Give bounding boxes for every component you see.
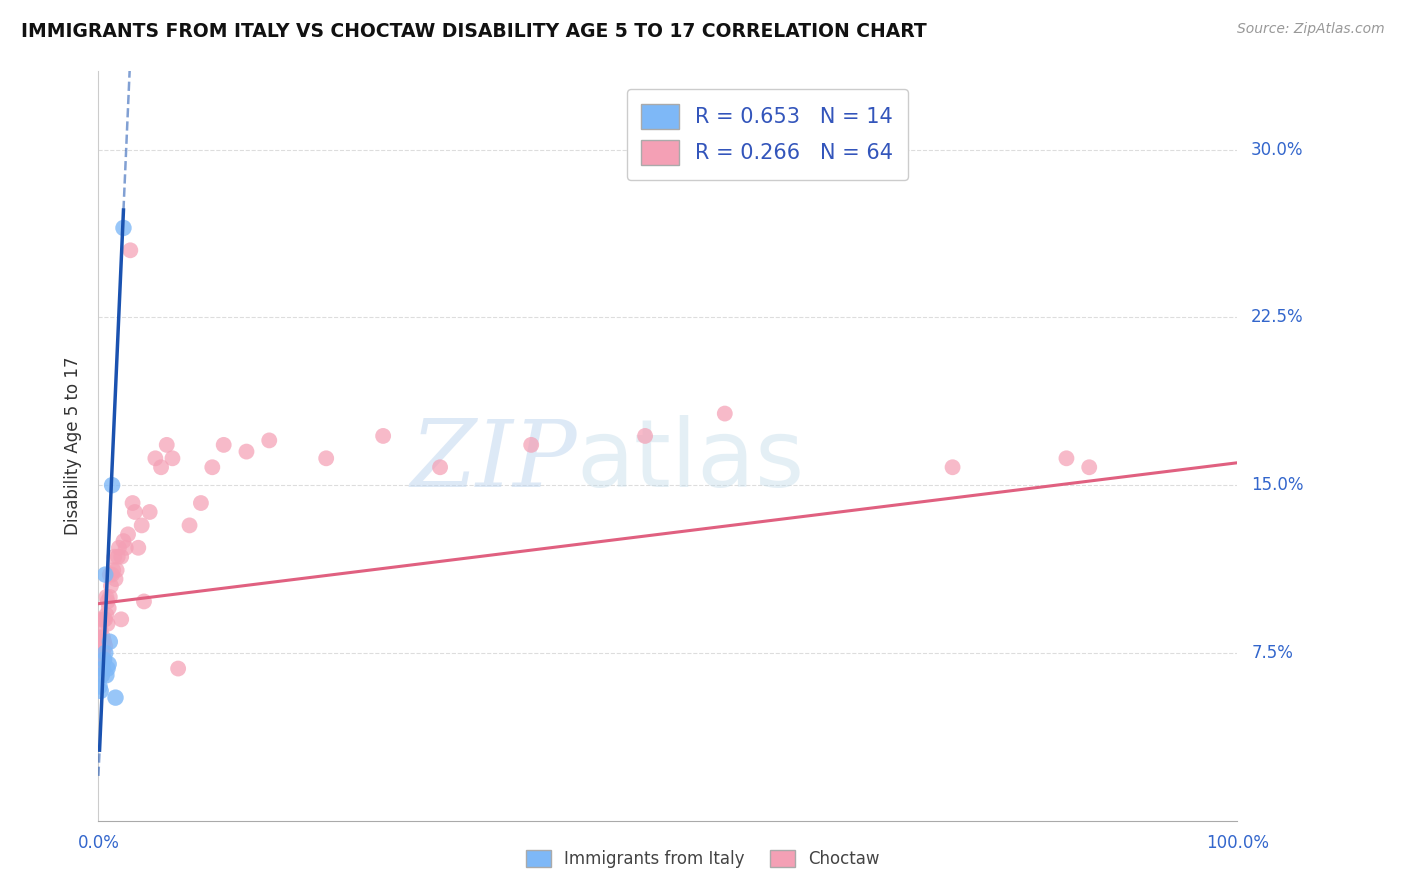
Point	[104, 690, 127, 705]
Point	[91, 646, 114, 660]
Point	[167, 661, 190, 675]
Point	[89, 612, 111, 626]
Text: 22.5%: 22.5%	[1251, 309, 1303, 326]
Point	[101, 567, 124, 582]
Point	[942, 460, 965, 475]
Point	[117, 527, 139, 541]
Point	[110, 612, 132, 626]
Text: 30.0%: 30.0%	[1251, 141, 1303, 159]
Point	[107, 549, 129, 564]
Point	[89, 646, 111, 660]
Point	[100, 579, 122, 593]
Point	[156, 438, 179, 452]
Point	[91, 630, 114, 644]
Text: atlas: atlas	[576, 415, 806, 507]
Point	[96, 616, 118, 631]
Text: 15.0%: 15.0%	[1251, 476, 1303, 494]
Point	[90, 639, 112, 653]
Point	[91, 661, 114, 675]
Point	[150, 460, 173, 475]
Point	[104, 572, 127, 586]
Point	[132, 594, 155, 608]
Legend: Immigrants from Italy, Choctaw: Immigrants from Italy, Choctaw	[519, 843, 887, 875]
Point	[90, 657, 112, 671]
Point	[97, 657, 120, 671]
Point	[96, 594, 118, 608]
Point	[93, 652, 115, 666]
Point	[112, 221, 135, 235]
Point	[108, 541, 131, 555]
Point	[145, 451, 167, 466]
Point	[90, 684, 112, 698]
Point	[105, 563, 128, 577]
Point	[103, 549, 125, 564]
Point	[93, 634, 115, 648]
Point	[96, 607, 118, 622]
Point	[120, 244, 142, 258]
Point	[259, 434, 281, 448]
Y-axis label: Disability Age 5 to 17: Disability Age 5 to 17	[63, 357, 82, 535]
Point	[371, 429, 394, 443]
Point	[96, 590, 118, 604]
Point	[179, 518, 201, 533]
Point	[96, 661, 118, 675]
Point	[520, 438, 543, 452]
Point	[97, 601, 120, 615]
Point	[235, 444, 257, 458]
Point	[101, 478, 124, 492]
Point	[162, 451, 184, 466]
Point	[190, 496, 212, 510]
Text: IMMIGRANTS FROM ITALY VS CHOCTAW DISABILITY AGE 5 TO 17 CORRELATION CHART: IMMIGRANTS FROM ITALY VS CHOCTAW DISABIL…	[21, 22, 927, 41]
Point	[110, 549, 132, 564]
Point	[103, 563, 125, 577]
Point	[94, 567, 117, 582]
Legend: R = 0.653   N = 14, R = 0.266   N = 64: R = 0.653 N = 14, R = 0.266 N = 64	[627, 89, 908, 179]
Point	[315, 451, 337, 466]
Point	[90, 634, 112, 648]
Point	[1054, 451, 1078, 466]
Point	[634, 429, 657, 443]
Point	[93, 652, 115, 666]
Text: 7.5%: 7.5%	[1251, 644, 1294, 662]
Point	[90, 668, 112, 682]
Point	[90, 652, 112, 666]
Point	[127, 541, 149, 555]
Point	[121, 496, 143, 510]
Point	[94, 639, 117, 653]
Point	[131, 518, 153, 533]
Point	[98, 590, 121, 604]
Point	[124, 505, 146, 519]
Text: Source: ZipAtlas.com: Source: ZipAtlas.com	[1237, 22, 1385, 37]
Point	[90, 624, 112, 638]
Point	[114, 541, 136, 555]
Point	[98, 634, 121, 648]
Point	[89, 630, 111, 644]
Point	[1078, 460, 1101, 475]
Point	[201, 460, 224, 475]
Point	[93, 612, 115, 626]
Point	[96, 668, 118, 682]
Point	[91, 661, 114, 675]
Text: ZIP: ZIP	[411, 416, 576, 506]
Point	[89, 680, 111, 694]
Point	[94, 646, 117, 660]
Point	[90, 668, 112, 682]
Point	[98, 567, 121, 582]
Point	[94, 612, 117, 626]
Point	[138, 505, 160, 519]
Point	[212, 438, 235, 452]
Point	[429, 460, 451, 475]
Point	[112, 534, 135, 549]
Point	[714, 407, 737, 421]
